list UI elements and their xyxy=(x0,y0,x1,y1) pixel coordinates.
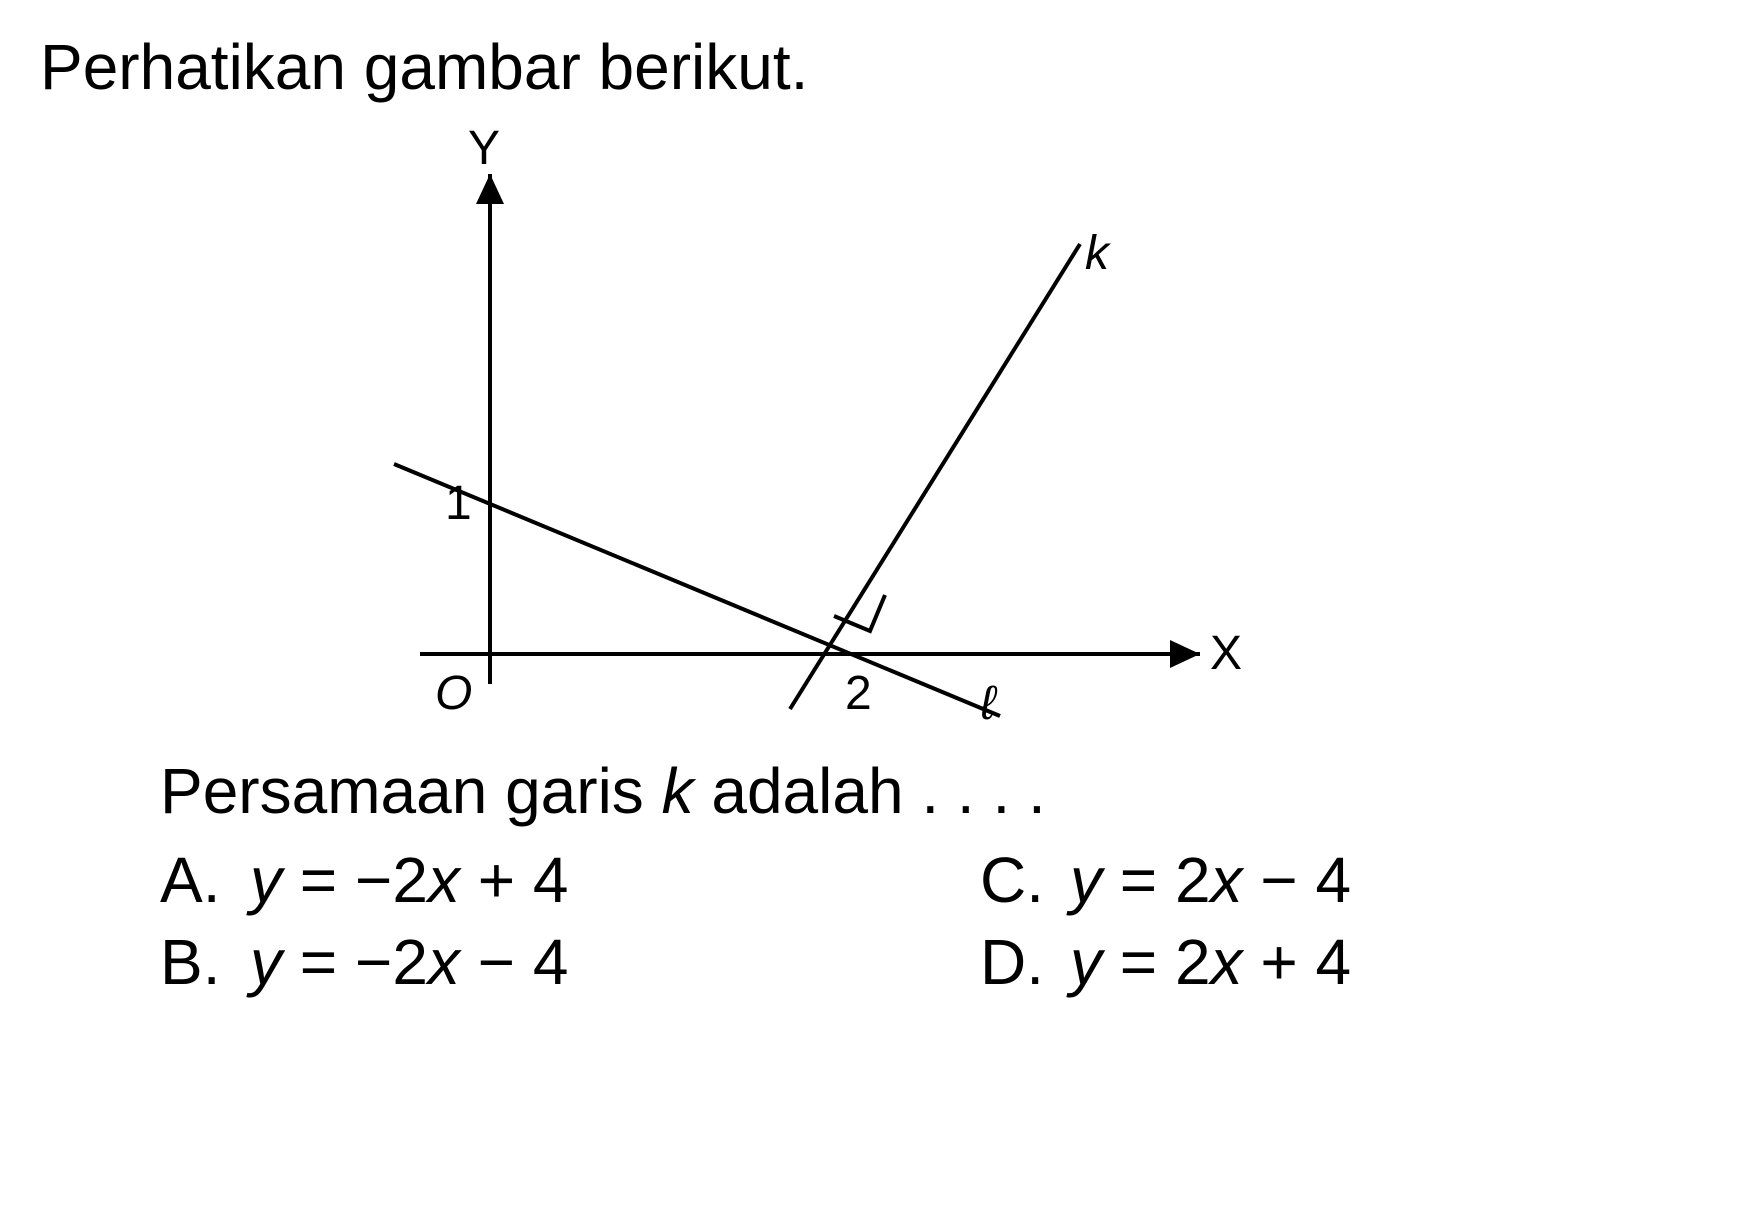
choice-d-rhs: 2x + 4 xyxy=(1175,926,1351,998)
choices-left-column: A. y = −2x + 4 B. y = −2x − 4 xyxy=(160,843,980,1007)
prompt-suffix: adalah . . . . xyxy=(694,755,1046,827)
choice-d: D. y = 2x + 4 xyxy=(980,925,1351,999)
choice-c-rhs: 2x − 4 xyxy=(1175,844,1351,916)
line-k xyxy=(790,244,1080,709)
question-text: Perhatikan gambar berikut. xyxy=(40,30,1697,104)
choice-c-lhs: y xyxy=(1070,844,1102,916)
choice-a: A. y = −2x + 4 xyxy=(160,843,980,917)
choice-c: C. y = 2x − 4 xyxy=(980,843,1351,917)
choice-b-lhs: y xyxy=(250,926,282,998)
choice-d-lhs: y xyxy=(1070,926,1102,998)
y-tick-label: 1 xyxy=(445,477,472,530)
choice-a-eq: = xyxy=(282,844,355,916)
choices-right-column: C. y = 2x − 4 D. y = 2x + 4 xyxy=(980,843,1351,1007)
choice-a-rhs: −2x + 4 xyxy=(355,844,569,916)
origin-label: O xyxy=(435,667,472,720)
x-tick-label: 2 xyxy=(845,667,872,720)
choice-c-letter: C. xyxy=(980,843,1070,917)
choice-a-lhs: y xyxy=(250,844,282,916)
y-axis-arrow xyxy=(476,174,504,204)
y-axis-label: Y xyxy=(468,124,500,175)
prompt-line: Persamaan garis k adalah . . . . xyxy=(160,754,1697,828)
coordinate-diagram: Y X O 1 2 k ℓ xyxy=(360,124,1260,744)
line-l xyxy=(394,464,1000,716)
choice-d-letter: D. xyxy=(980,925,1070,999)
choice-b-rhs: −2x − 4 xyxy=(355,926,569,998)
x-axis-label: X xyxy=(1210,627,1242,680)
line-l-label: ℓ xyxy=(979,677,998,730)
choices-container: A. y = −2x + 4 B. y = −2x − 4 C. y = 2x … xyxy=(160,843,1697,1007)
line-k-label: k xyxy=(1085,227,1112,280)
choice-b: B. y = −2x − 4 xyxy=(160,925,980,999)
x-axis-arrow xyxy=(1170,640,1200,668)
choice-d-eq: = xyxy=(1102,926,1175,998)
choice-a-letter: A. xyxy=(160,843,250,917)
choice-b-letter: B. xyxy=(160,925,250,999)
choice-b-eq: = xyxy=(282,926,355,998)
prompt-var: k xyxy=(662,755,694,827)
choice-c-eq: = xyxy=(1102,844,1175,916)
prompt-prefix: Persamaan garis xyxy=(160,755,662,827)
